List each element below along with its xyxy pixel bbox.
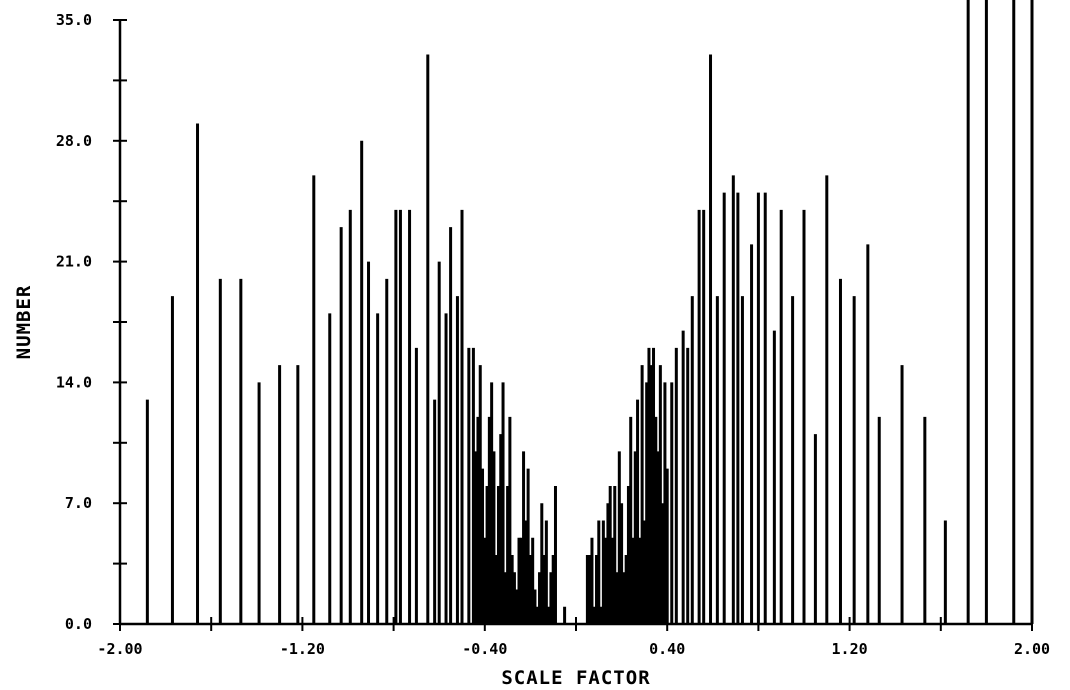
x-axis-title: SCALE FACTOR — [501, 667, 650, 689]
x-tick-label: -0.40 — [462, 640, 507, 658]
y-tick-label: 14.0 — [56, 373, 92, 391]
ticks-group: 0.0 7.0 14.0 21.0 28.0 35.0 -2.00 -1.20 -0.40 0.4… — [56, 11, 1050, 658]
y-tick-label: 35.0 — [56, 11, 92, 29]
y-tick-label: 28.0 — [56, 132, 92, 150]
y-tick-label: 7.0 — [65, 494, 92, 512]
bars-group — [145, 0, 1034, 624]
x-tick-label: 2.00 — [1014, 640, 1050, 658]
x-tick-label: -1.20 — [280, 640, 325, 658]
y-axis-title: NUMBER — [13, 285, 35, 360]
axes — [118, 20, 1032, 626]
x-tick-label: 0.40 — [649, 640, 685, 658]
y-tick-label: 0.0 — [65, 615, 92, 633]
x-tick-label: 1.20 — [832, 640, 868, 658]
y-tick-label: 21.0 — [56, 253, 92, 271]
x-tick-label: -2.00 — [97, 640, 142, 658]
